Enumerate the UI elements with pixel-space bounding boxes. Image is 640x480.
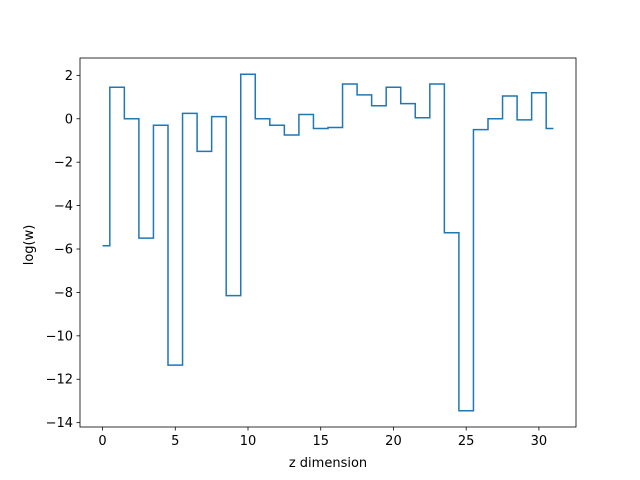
- x-tick-label: 15: [312, 434, 329, 449]
- x-tick-label: 10: [240, 434, 257, 449]
- x-axis-label: z dimension: [289, 456, 367, 471]
- series-line: [102, 73, 554, 412]
- x-tick-label: 25: [458, 434, 475, 449]
- y-tick-label: −14: [46, 416, 73, 431]
- y-tick-label: 2: [65, 69, 73, 84]
- y-axis-ticks: 2 0 −2 −4 −6 −8 −10 −12 −14: [46, 69, 80, 431]
- y-tick-label: −2: [54, 156, 73, 171]
- y-tick-label: 0: [65, 112, 73, 127]
- y-tick-label: −8: [54, 286, 73, 301]
- axes-frame: [79, 57, 577, 428]
- plot-area: [79, 57, 577, 428]
- y-tick-label: −6: [54, 243, 73, 258]
- x-tick-label: 30: [531, 434, 548, 449]
- y-tick-label: −4: [54, 199, 73, 214]
- x-tick-label: 5: [171, 434, 179, 449]
- x-tick-label: 20: [385, 434, 402, 449]
- y-tick-label: −10: [46, 329, 73, 344]
- y-axis-label: log(w): [22, 225, 37, 266]
- x-axis-ticks: 0 5 10 15 20 25 30: [98, 427, 547, 449]
- y-tick-label: −12: [46, 373, 73, 388]
- x-tick-label: 0: [98, 434, 106, 449]
